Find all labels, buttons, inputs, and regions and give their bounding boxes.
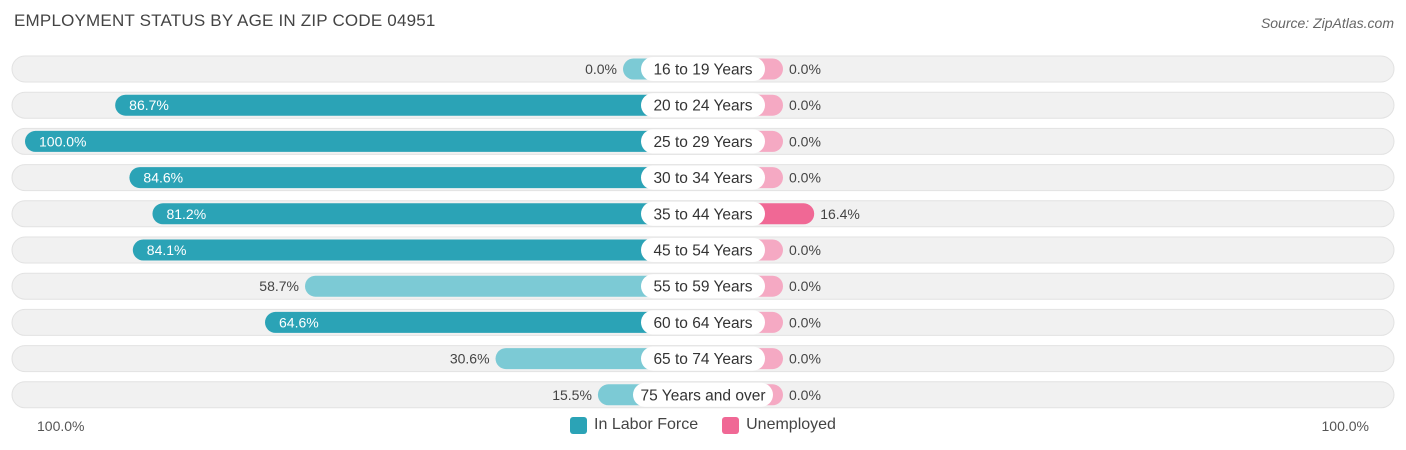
category-pill [641, 165, 765, 190]
value-label-labor: 100.0% [39, 133, 86, 149]
bar-labor [25, 130, 703, 152]
legend-item-unemployed: Unemployed [722, 416, 836, 434]
value-label-labor: 15.5% [552, 387, 592, 403]
category-label: 75 Years and over [641, 387, 766, 404]
value-label-unemployed: 0.0% [789, 97, 821, 113]
category-label: 55 to 59 Years [653, 279, 752, 296]
value-label-labor: 86.7% [129, 97, 169, 113]
category-pill [641, 238, 765, 262]
value-label-unemployed: 0.0% [789, 278, 821, 294]
category-pill [641, 201, 765, 226]
value-label-unemployed: 0.0% [789, 387, 821, 403]
category-label: 65 to 74 Years [653, 351, 752, 368]
value-label-unemployed: 0.0% [789, 170, 821, 186]
value-label-labor: 0.0% [585, 61, 617, 77]
legend-label-unemployed: Unemployed [746, 416, 836, 433]
legend: In Labor Force Unemployed [0, 416, 1406, 434]
value-label-unemployed: 0.0% [789, 314, 821, 330]
category-label: 35 to 44 Years [653, 206, 752, 223]
category-pill [641, 57, 765, 81]
legend-swatch-labor [570, 416, 588, 434]
chart-title: EMPLOYMENT STATUS BY AGE IN ZIP CODE 049… [14, 11, 436, 30]
value-label-unemployed: 0.0% [789, 61, 821, 77]
category-label: 25 to 29 Years [653, 134, 752, 151]
value-label-labor: 81.2% [166, 206, 206, 222]
value-label-unemployed: 16.4% [820, 206, 860, 222]
value-label-unemployed: 0.0% [789, 133, 821, 149]
legend-label-labor: In Labor Force [594, 416, 699, 433]
value-label-labor: 64.6% [279, 314, 319, 330]
category-pill [641, 346, 765, 371]
value-label-unemployed: 0.0% [789, 242, 821, 258]
bar-labor [265, 311, 703, 333]
category-pill [641, 274, 765, 299]
category-label: 60 to 64 Years [653, 315, 752, 332]
bar-labor [152, 203, 704, 225]
bar-labor [305, 275, 703, 297]
source-label: Source: ZipAtlas.com [1260, 15, 1394, 31]
value-label-labor: 84.1% [147, 242, 187, 258]
value-label-labor: 58.7% [259, 278, 299, 294]
bar-labor [132, 239, 703, 261]
bar-labor [129, 167, 704, 189]
value-label-labor: 30.6% [450, 351, 490, 367]
axis-right-label: 100.0% [1321, 418, 1369, 434]
legend-item-labor: In Labor Force [570, 416, 698, 434]
chart-area: 16 to 19 Years 0.0% 0.0% 20 to 24 Years 86.7… [11, 55, 1395, 409]
category-pill [641, 93, 765, 118]
category-pill [633, 382, 773, 407]
category-label: 16 to 19 Years [653, 62, 752, 79]
category-label: 20 to 24 Years [653, 98, 752, 115]
category-label: 30 to 34 Years [653, 170, 752, 187]
value-label-unemployed: 0.0% [789, 351, 821, 367]
category-label: 45 to 54 Years [653, 243, 752, 260]
axis-left-label: 100.0% [37, 418, 85, 434]
bar-labor [115, 94, 703, 116]
value-label-labor: 84.6% [143, 170, 183, 186]
category-pill [641, 129, 765, 154]
legend-swatch-unemployed [722, 416, 740, 434]
category-pill [641, 310, 765, 335]
